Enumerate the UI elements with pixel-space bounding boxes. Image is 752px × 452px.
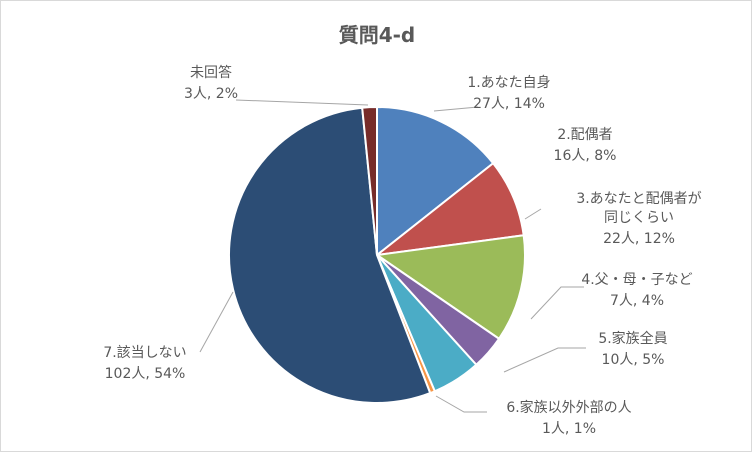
leader-line-6	[435, 395, 487, 413]
slice-value-label-1: 27人, 14%	[473, 96, 545, 112]
slice-label-5: 5.家族全員	[598, 330, 667, 347]
slice-label-4: 4.父・母・子など	[581, 272, 692, 288]
slice-value-label-7: 102人, 54%	[105, 366, 186, 382]
leader-line-4	[530, 286, 584, 320]
slice-label-8: 未回答	[190, 64, 232, 81]
slice-value-label-8: 3人, 2%	[184, 86, 238, 102]
slice-label-3: 3.あなたと配偶者が	[576, 191, 701, 207]
slice-label-2: 2.配偶者	[557, 127, 612, 143]
slice-value-label-5: 10人, 5%	[602, 352, 665, 368]
slice-label-6: 6.家族以外外部の人	[506, 399, 631, 416]
leader-line-3	[524, 208, 542, 220]
pie-slice-1	[376, 105, 495, 258]
leader-line-1	[433, 106, 479, 112]
slice-value-label-6: 1人, 1%	[542, 421, 596, 437]
slice-value-label-4: 7人, 4%	[610, 293, 664, 309]
leader-line-7	[199, 291, 234, 353]
pie-slice-3	[374, 234, 526, 341]
slice-value-label-2: 16人, 8%	[554, 148, 617, 164]
leader-line-5	[503, 347, 586, 373]
slice-label-1: 1.あなた自身	[467, 75, 550, 91]
pie-slice-8	[361, 105, 378, 256]
slice-label-7: 7.該当しない	[103, 345, 186, 361]
slice-value-label-3: 22人, 12%	[603, 231, 675, 247]
slice-label-3: 同じくらい	[604, 210, 674, 226]
leader-line-8	[235, 99, 369, 106]
pie-slice-7	[228, 106, 432, 404]
chart-title: 質問4-d	[339, 23, 416, 47]
